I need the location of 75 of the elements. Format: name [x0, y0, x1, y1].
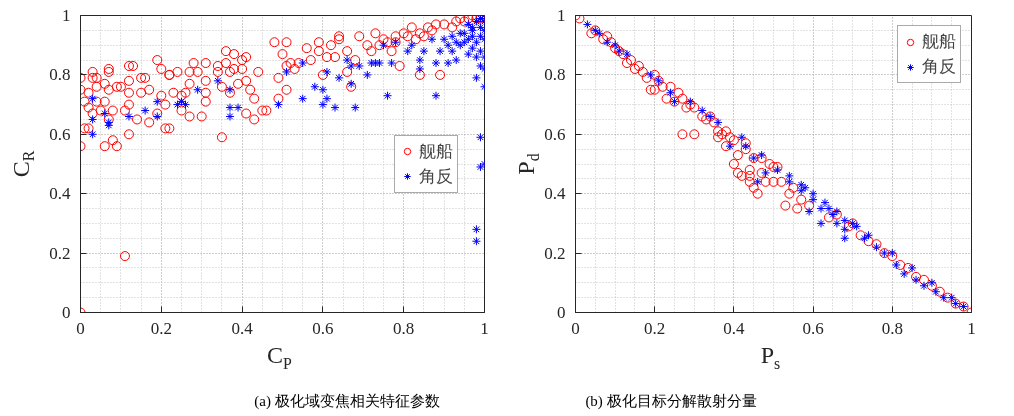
point	[646, 70, 656, 80]
x-tick-label: 0.6	[312, 318, 334, 338]
x-axis-title: C$_{P}$	[267, 342, 292, 373]
point	[602, 37, 612, 47]
x-tick-label: 0	[76, 318, 85, 338]
point	[697, 106, 707, 116]
y-tick-label: 0.2	[544, 243, 566, 263]
legend-label: 角反	[922, 56, 956, 78]
point	[725, 141, 735, 151]
point	[887, 248, 897, 258]
point	[800, 183, 810, 193]
x-tick-label: 0.4	[231, 318, 254, 338]
point	[824, 204, 834, 214]
x-tick-label: 0.2	[644, 318, 666, 338]
point	[840, 224, 850, 234]
point	[796, 180, 806, 190]
y-tick-label: 0.4	[49, 184, 71, 204]
x-tick-label: 1	[967, 318, 976, 338]
point	[582, 19, 592, 29]
point	[931, 287, 941, 297]
y-tick-label: 0.8	[49, 65, 71, 85]
point	[840, 233, 850, 243]
point	[820, 198, 830, 208]
x-tick-label: 0	[571, 318, 580, 338]
x-tick-label: 0.8	[393, 318, 415, 338]
text: (b) 极化目标分解散射分量	[585, 393, 757, 410]
y-tick-label: 0.2	[49, 243, 71, 263]
x-tick-label: 0.2	[150, 318, 172, 338]
point	[796, 186, 806, 196]
point	[840, 215, 850, 225]
point	[816, 218, 826, 228]
point	[947, 293, 957, 303]
point	[864, 230, 874, 240]
point	[761, 168, 771, 178]
point	[757, 150, 767, 160]
point	[622, 49, 632, 59]
x-tick-label: 1	[480, 318, 489, 338]
legend-label: 舰船	[922, 31, 956, 53]
x-tick-label: 0.6	[802, 318, 824, 338]
point	[891, 260, 901, 270]
point	[911, 275, 921, 285]
point	[860, 233, 870, 243]
x-tick-label: 0.8	[881, 318, 903, 338]
point	[804, 207, 814, 217]
point	[666, 88, 676, 98]
point	[899, 269, 909, 279]
point	[828, 209, 838, 219]
point	[753, 177, 763, 187]
legend-label: 角反	[419, 165, 453, 188]
y-tick-label: 0	[557, 303, 566, 322]
point	[939, 293, 949, 303]
y-tick-label: 1	[62, 6, 71, 25]
point	[784, 177, 794, 187]
y-tick-label: 1	[557, 6, 566, 25]
point	[594, 28, 604, 38]
point	[808, 195, 818, 205]
point	[713, 117, 723, 127]
legend-label: 舰船	[419, 140, 453, 163]
point	[907, 263, 917, 273]
point	[852, 221, 862, 231]
point	[737, 132, 747, 142]
point	[816, 204, 826, 214]
point	[832, 218, 842, 228]
point	[784, 171, 794, 181]
y-tick-label: 0.6	[49, 124, 71, 144]
point	[919, 281, 929, 291]
y-tick-label: 0.4	[544, 184, 566, 204]
x-tick-label: 0.4	[723, 318, 746, 338]
y-tick-label: 0	[62, 303, 71, 322]
text: (a) 极化域变焦相关特征参数	[254, 393, 440, 410]
y-tick-label: 0.6	[544, 124, 566, 144]
point	[610, 40, 620, 50]
x-axis-title: P$_{s}$	[760, 342, 781, 373]
point	[808, 189, 818, 199]
y-tick-label: 0.8	[544, 65, 566, 85]
